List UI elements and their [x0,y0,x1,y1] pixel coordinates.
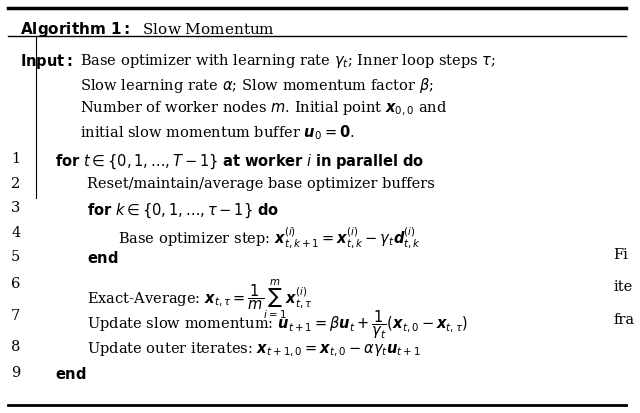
Text: 7: 7 [11,309,20,323]
Text: Fi: Fi [613,247,628,261]
Text: ite: ite [613,280,633,294]
Text: $\mathbf{end}$: $\mathbf{end}$ [86,250,118,266]
Text: $\mathbf{end}$: $\mathbf{end}$ [55,366,86,382]
Text: 9: 9 [11,366,20,380]
Text: 6: 6 [11,278,20,291]
Text: Base optimizer with learning rate $\gamma_t$; Inner loop steps $\tau$;: Base optimizer with learning rate $\gamm… [80,52,496,70]
Text: $\mathbf{for}$ $k \in \{0, 1, \ldots, \tau - 1\}$ $\mathbf{do}$: $\mathbf{for}$ $k \in \{0, 1, \ldots, \t… [86,201,278,220]
Text: $\mathbf{Input:}$: $\mathbf{Input:}$ [20,52,73,71]
Text: fra: fra [613,313,635,327]
Text: 8: 8 [11,340,20,354]
Text: Reset/maintain/average base optimizer buffers: Reset/maintain/average base optimizer bu… [86,177,435,191]
Text: Slow learning rate $\alpha$; Slow momentum factor $\beta$;: Slow learning rate $\alpha$; Slow moment… [80,76,434,95]
Text: 1: 1 [11,152,20,166]
Text: 4: 4 [11,226,20,240]
Text: Update outer iterates: $\boldsymbol{x}_{t+1,0} = \boldsymbol{x}_{t,0} - \alpha\g: Update outer iterates: $\boldsymbol{x}_{… [86,340,420,358]
Text: 3: 3 [11,201,20,215]
Text: $\mathbf{for}$ $t \in \{0, 1, \ldots, T-1\}$ $\mathbf{at\ worker}$ $i$ $\mathbf{: $\mathbf{for}$ $t \in \{0, 1, \ldots, T-… [55,152,424,171]
Text: initial slow momentum buffer $\boldsymbol{u}_0 = \boldsymbol{0}$.: initial slow momentum buffer $\boldsymbo… [80,124,355,142]
Text: $\mathbf{Algorithm\ 1:}$  Slow Momentum: $\mathbf{Algorithm\ 1:}$ Slow Momentum [20,20,275,39]
Text: Update slow momentum: $\boldsymbol{u}_{t+1} = \beta\boldsymbol{u}_t + \dfrac{1}{: Update slow momentum: $\boldsymbol{u}_{t… [86,309,468,341]
Text: 5: 5 [11,250,20,264]
Text: 2: 2 [11,177,20,191]
Text: Base optimizer step: $\boldsymbol{x}^{(i)}_{t,k+1} = \boldsymbol{x}^{(i)}_{t,k} : Base optimizer step: $\boldsymbol{x}^{(i… [118,226,421,251]
Text: Exact-Average: $\boldsymbol{x}_{t,\tau} = \dfrac{1}{m} \sum_{i=1}^{m} \boldsymbo: Exact-Average: $\boldsymbol{x}_{t,\tau} … [86,278,312,320]
Text: Number of worker nodes $m$. Initial point $\boldsymbol{x}_{0,0}$ and: Number of worker nodes $m$. Initial poin… [80,100,447,118]
